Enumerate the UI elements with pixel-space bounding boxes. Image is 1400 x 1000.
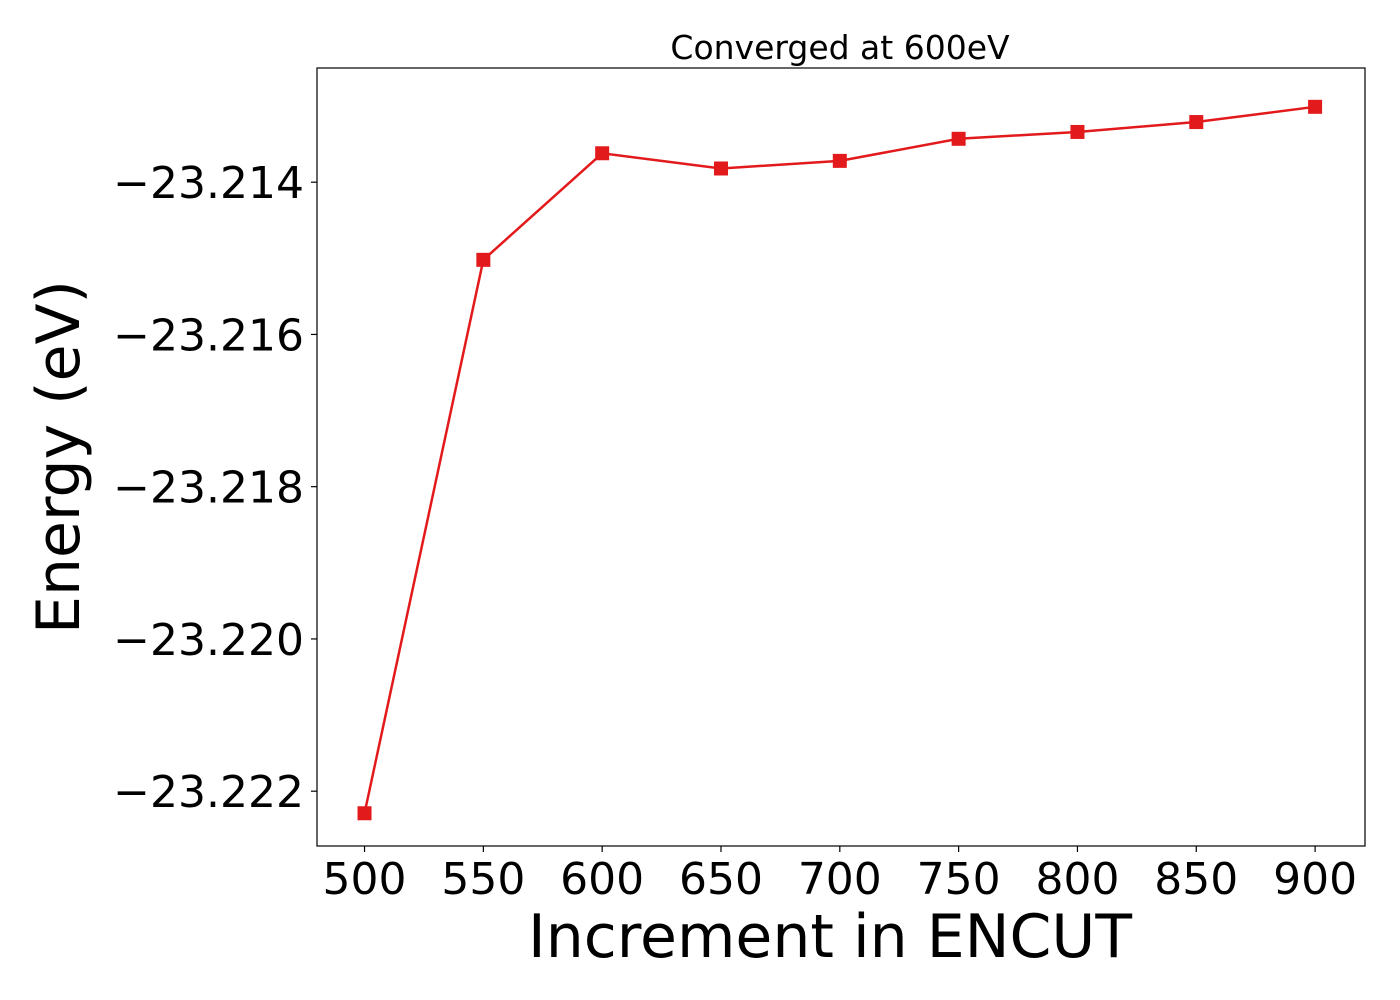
x-tick-label: 550	[441, 854, 525, 905]
data-point-marker	[357, 806, 372, 821]
data-point-marker	[595, 146, 610, 161]
data-point-marker	[476, 252, 491, 267]
x-tick-label: 650	[679, 854, 763, 905]
x-tick-label: 900	[1273, 854, 1357, 905]
data-point-marker	[951, 131, 966, 146]
data-point-marker	[1308, 99, 1323, 114]
y-tick-label: −23.222	[113, 767, 304, 818]
series-line	[363, 105, 1316, 814]
y-tick-label: −23.216	[113, 310, 304, 361]
chart-title: Converged at 600eV	[670, 28, 1010, 67]
data-point-marker	[832, 153, 847, 168]
ticks-layer: 500 550 600 650 700 750 800 850 900 −23.222 −23.22…	[113, 158, 1357, 905]
series-layer	[357, 99, 1323, 821]
x-tick-label: 500	[323, 854, 407, 905]
x-tick-label: 850	[1154, 854, 1238, 905]
data-point-marker	[1070, 124, 1085, 139]
x-tick-label: 600	[560, 854, 644, 905]
x-tick-label: 750	[917, 854, 1001, 905]
y-tick-label: −23.220	[113, 615, 304, 666]
plot-frame	[316, 67, 1366, 847]
x-axis-label: Increment in ENCUT	[528, 902, 1132, 972]
y-axis-label: Energy (eV)	[24, 280, 94, 634]
x-tick-label: 700	[798, 854, 882, 905]
data-point-marker	[713, 161, 728, 176]
x-tick-label: 800	[1035, 854, 1119, 905]
y-tick-label: −23.218	[113, 463, 304, 514]
y-tick-label: −23.214	[113, 158, 304, 209]
data-point-marker	[1189, 115, 1204, 130]
